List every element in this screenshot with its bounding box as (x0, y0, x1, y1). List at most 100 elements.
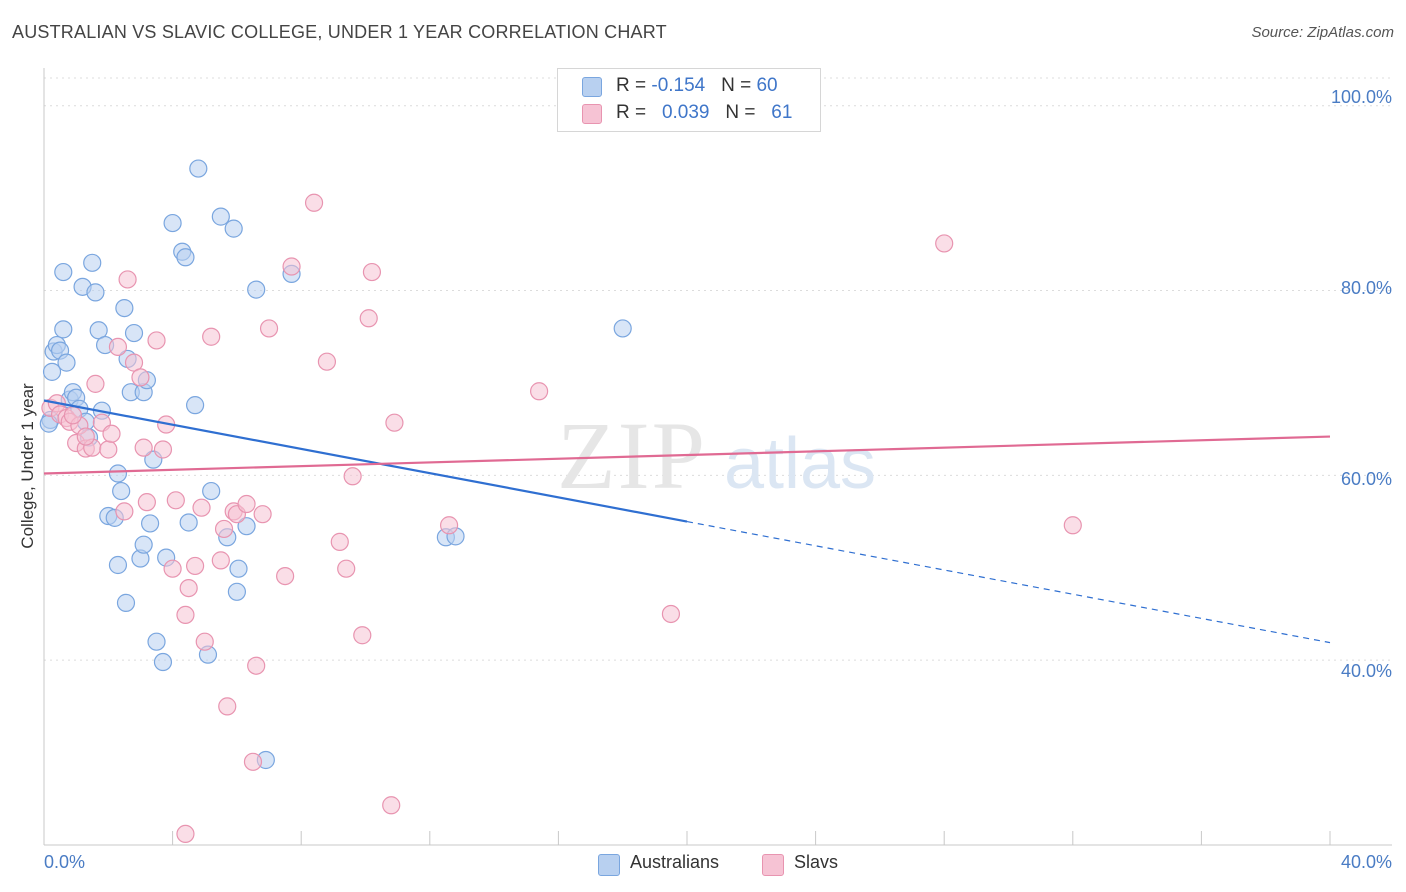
legend-n-label: N = (721, 75, 757, 96)
series-australians (39, 159, 632, 770)
legend-text-slavs: R = 0.039 N = 61 (616, 102, 792, 124)
data-point-australians (613, 319, 632, 338)
data-point-australians (108, 555, 128, 575)
data-point-australians (153, 652, 173, 672)
data-point-slavs (218, 697, 237, 716)
y-tick-label-40: 40.0% (1340, 661, 1392, 681)
data-point-slavs (362, 262, 382, 282)
data-point-slavs (134, 438, 153, 457)
trend-line-slavs (43, 435, 1331, 475)
data-point-slavs (359, 309, 378, 328)
data-point-slavs (382, 796, 401, 815)
data-point-slavs (353, 626, 372, 645)
legend-n-label: N = (725, 102, 761, 123)
data-point-slavs (137, 493, 156, 512)
data-point-slavs (153, 440, 173, 459)
data-point-slavs (186, 556, 205, 576)
data-point-australians (247, 280, 266, 299)
data-point-slavs (935, 234, 954, 253)
data-point-slavs (276, 566, 295, 586)
y-axis-label: College, Under 1 year (18, 383, 37, 549)
data-point-slavs (243, 752, 263, 771)
data-point-slavs (530, 382, 549, 401)
chart-title: AUSTRALIAN VS SLAVIC COLLEGE, UNDER 1 YE… (12, 22, 667, 42)
data-point-australians (211, 207, 230, 226)
watermark-atlas: atlas (724, 424, 876, 504)
trend-line-australians (43, 399, 688, 523)
data-point-australians (229, 559, 248, 578)
data-point-slavs (211, 551, 230, 570)
series-label-slavs: Slavs (794, 852, 839, 872)
data-point-slavs (385, 413, 404, 432)
data-point-australians (54, 262, 73, 282)
data-point-slavs (343, 467, 362, 486)
x-tick-label-min: 0.0% (44, 852, 86, 872)
data-point-australians (227, 582, 246, 601)
data-point-slavs (259, 319, 279, 338)
data-point-slavs (253, 505, 272, 524)
data-point-slavs (247, 656, 266, 675)
data-point-australians (140, 514, 160, 533)
series-swatch-australians (598, 854, 620, 876)
data-point-slavs (179, 579, 198, 598)
axes-layer (43, 68, 1392, 846)
data-point-slavs (118, 270, 137, 289)
data-point-slavs (99, 440, 118, 459)
data-point-slavs (176, 605, 195, 625)
legend-r-label: R = (616, 102, 652, 123)
data-point-slavs (330, 532, 349, 551)
data-point-australians (186, 396, 205, 415)
data-point-australians (83, 253, 102, 272)
data-point-slavs (176, 824, 195, 844)
legend-r-value: -0.154 (651, 75, 706, 96)
legend-text-australians: R = -0.154 N = 60 (616, 75, 778, 97)
data-point-slavs (147, 331, 166, 350)
points-layer (39, 159, 1082, 844)
chart-source: Source: ZipAtlas.com (1251, 24, 1394, 41)
data-point-australians (108, 464, 128, 483)
data-point-slavs (192, 498, 211, 517)
y-tick-label-80: 80.0% (1340, 278, 1392, 298)
series-legend: Australians Slavs (0, 852, 1406, 878)
data-point-slavs (102, 424, 121, 443)
series-label-australians: Australians (630, 852, 720, 872)
data-point-australians (116, 593, 136, 612)
data-point-slavs (115, 502, 134, 521)
data-point-australians (42, 362, 62, 381)
data-point-slavs (439, 516, 459, 535)
data-point-australians (224, 219, 243, 238)
data-point-australians (202, 481, 221, 501)
data-point-australians (147, 632, 166, 651)
data-point-australians (179, 513, 198, 532)
data-point-australians (115, 299, 134, 318)
data-point-slavs (214, 519, 234, 539)
legend-n-value: 60 (756, 75, 778, 96)
data-point-australians (112, 481, 131, 501)
trend-layer (43, 399, 1331, 644)
data-point-slavs (76, 427, 95, 446)
trend-line-australians-extrapolated (686, 520, 1331, 644)
data-point-australians (57, 353, 76, 372)
data-point-slavs (163, 559, 182, 578)
y-tick-label-100: 100.0% (1330, 87, 1392, 107)
data-point-slavs (337, 559, 356, 578)
data-point-slavs (282, 257, 301, 276)
data-point-australians (54, 320, 73, 339)
series-swatch-slavs (762, 854, 784, 876)
data-point-slavs (304, 193, 324, 212)
data-point-slavs (131, 368, 150, 387)
data-point-australians (176, 248, 195, 267)
data-point-australians (237, 517, 256, 536)
data-point-slavs (1063, 516, 1082, 535)
data-point-australians (124, 323, 144, 343)
x-tick-label-max: 40.0% (1340, 852, 1392, 872)
legend-swatch-australians (582, 77, 602, 97)
data-point-slavs (661, 604, 681, 624)
data-point-slavs (63, 406, 83, 425)
data-point-slavs (195, 632, 214, 651)
data-point-australians (163, 213, 182, 233)
legend-r-label: R = (616, 75, 652, 96)
y-tick-label-60: 60.0% (1340, 469, 1392, 489)
data-point-australians (189, 159, 208, 178)
